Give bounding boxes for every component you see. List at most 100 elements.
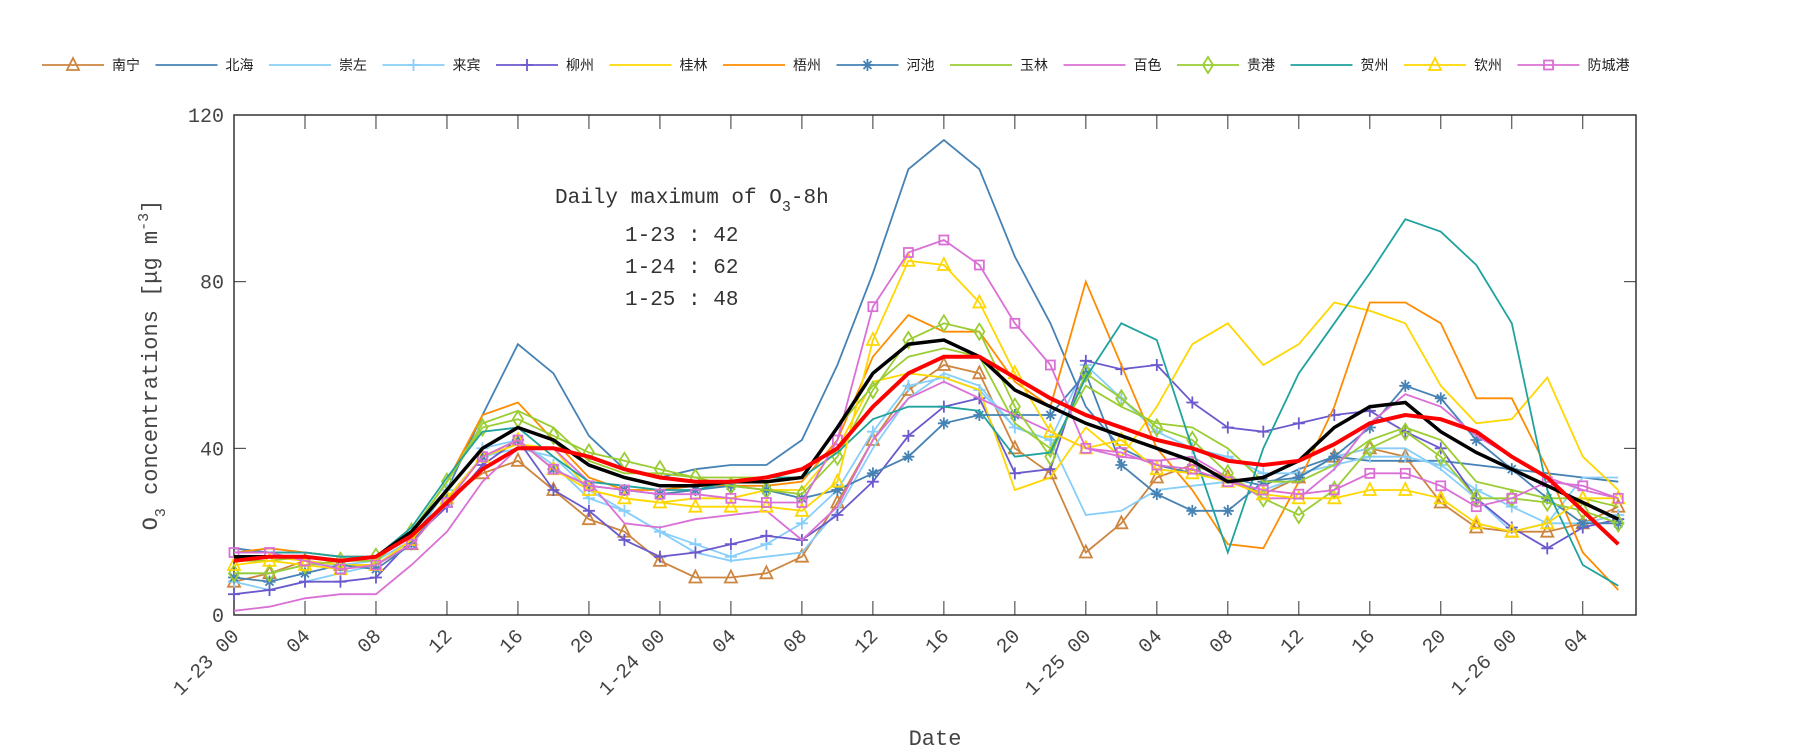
legend-label: 防城港 [1588, 58, 1630, 74]
data-point-marker [1078, 543, 1094, 559]
smoothed-line [233, 354, 1620, 563]
star-marker-icon [861, 59, 874, 71]
data-point-marker [228, 588, 240, 601]
data-point-marker [1399, 421, 1412, 442]
data-point-marker [1044, 359, 1056, 371]
legend-item: 梧州 [723, 58, 821, 74]
data-point-marker [1292, 471, 1305, 484]
data-point-marker [653, 550, 666, 563]
x-tick-label: 08 [780, 626, 813, 659]
data-point-marker [689, 546, 702, 559]
data-point-marker [971, 293, 987, 309]
triangle-marker-icon [1427, 55, 1443, 71]
legend-label: 来宾 [453, 58, 481, 74]
data-point-marker [1186, 463, 1198, 475]
data-point-marker [936, 255, 952, 271]
data-point-marker [1257, 425, 1270, 438]
plus-marker-icon [521, 59, 533, 71]
data-point-marker [1539, 522, 1555, 538]
data-point-marker [1470, 434, 1483, 446]
data-point-marker [334, 575, 347, 588]
data-point-marker [1399, 379, 1412, 392]
diamond-marker-icon [1201, 55, 1215, 75]
data-point-marker [866, 425, 879, 438]
data-point-marker [476, 417, 489, 438]
data-point-marker [724, 538, 737, 551]
data-point-marker [831, 484, 844, 496]
data-point-marker [831, 509, 844, 521]
data-point-marker [228, 571, 240, 584]
annotation-line-1-23: 1-23 : 42 [625, 225, 738, 248]
data-point-marker [865, 330, 881, 346]
data-point-marker [1576, 517, 1589, 530]
data-point-marker [1149, 468, 1165, 484]
data-point-marker [1292, 417, 1305, 430]
series-line [234, 238, 1619, 571]
data-point-marker [297, 555, 313, 571]
data-point-marker [866, 380, 879, 400]
y-tick-label: 40 [200, 439, 224, 462]
legend-label: 桂林 [680, 58, 708, 74]
legend-item: 柳州 [496, 57, 594, 74]
x-tick-labels: 1-23 00 04 08 12 16 201-24 00 04 08 12 16 201-25 0… [169, 626, 1593, 702]
series-7 [233, 279, 1619, 591]
x-tick-label: 04 [1560, 626, 1593, 659]
data-point-marker [335, 563, 346, 575]
data-point-marker [1115, 447, 1127, 458]
data-point-marker [510, 451, 526, 467]
data-point-marker [937, 417, 950, 430]
y-tick-label: 80 [200, 273, 224, 296]
data-point-marker [758, 497, 774, 513]
data-point-marker [1257, 484, 1269, 496]
data-point-marker [971, 364, 987, 380]
data-point-marker [1541, 492, 1554, 513]
x-tick-label: 16 [922, 626, 955, 659]
data-point-marker [795, 517, 808, 530]
legend-item: 玉林 [950, 58, 1048, 74]
data-point-marker [1113, 430, 1129, 446]
data-point-marker [1184, 464, 1200, 480]
data-point-marker [687, 497, 703, 513]
data-point-marker [724, 550, 737, 563]
data-point-marker [1008, 396, 1021, 417]
data-point-marker [226, 555, 242, 571]
data-point-marker [1434, 392, 1447, 405]
data-point-marker [1042, 422, 1058, 438]
data-point-marker [1612, 492, 1624, 504]
legend-item: 贵港 [1177, 55, 1275, 75]
data-point-marker [1008, 467, 1021, 480]
series-12 [234, 218, 1619, 587]
data-point-marker [1504, 522, 1520, 538]
data-point-marker [263, 563, 276, 584]
x-tick-label: 12 [425, 626, 458, 659]
data-point-marker [902, 450, 915, 463]
data-point-marker [973, 321, 986, 342]
data-point-marker [477, 451, 488, 463]
data-point-marker [1399, 450, 1412, 463]
y-tick-label: 0 [212, 606, 224, 629]
x-tick-label: 1-26 00 [1447, 626, 1523, 702]
data-point-marker [900, 251, 916, 267]
data-point-marker [1291, 489, 1307, 505]
data-point-marker [1186, 396, 1199, 409]
series-14 [228, 234, 1624, 575]
x-tick-label: 1-24 00 [595, 626, 671, 702]
legend: 南宁 北海 崇左 来宾 柳州 桂林 梧州 河池 玉林 百色 贵港 贺州 钦州 防城港 [42, 55, 1630, 75]
data-point-marker [1221, 504, 1234, 517]
data-point-marker [867, 301, 879, 313]
series-line [234, 218, 1619, 587]
data-point-marker [616, 489, 632, 505]
data-point-marker [547, 484, 560, 496]
legend-label: 玉林 [1020, 58, 1048, 74]
x-tick-label: 1-23 00 [169, 626, 245, 702]
data-point-marker [1541, 542, 1554, 555]
legend-item: 百色 [1063, 57, 1162, 74]
x-tick-label: 16 [496, 626, 529, 659]
data-point-marker [370, 559, 382, 571]
x-tick-label: 16 [1348, 626, 1381, 659]
x-tick-label: 08 [1206, 626, 1239, 659]
data-point-marker [1186, 504, 1199, 517]
annotation-line-1-25: 1-25 : 48 [625, 289, 738, 312]
data-point-marker [618, 504, 631, 517]
data-point-marker [1435, 480, 1447, 492]
